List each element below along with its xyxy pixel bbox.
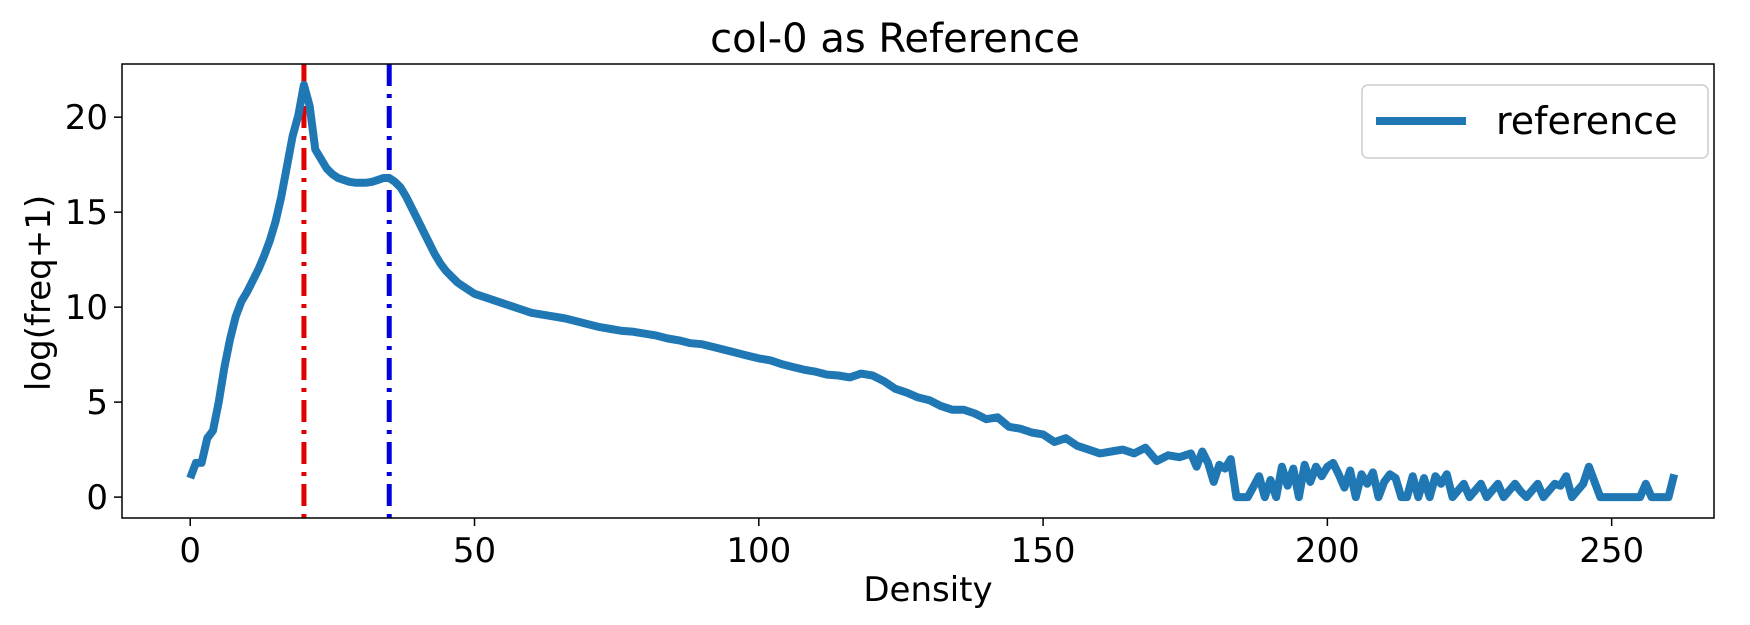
x-axis-label: Density — [863, 570, 992, 610]
x-tick-label: 100 — [726, 531, 791, 571]
y-tick-label: 20 — [65, 98, 108, 138]
y-tick-label: 0 — [86, 478, 108, 518]
x-tick-label: 50 — [453, 531, 496, 571]
y-tick-label: 10 — [65, 288, 108, 328]
x-tick-label: 200 — [1295, 531, 1360, 571]
x-tick-label: 0 — [179, 531, 201, 571]
x-axis-ticks: 0 50 100 150 200 250 — [179, 518, 1644, 571]
x-tick-label: 150 — [1011, 531, 1076, 571]
legend-box — [1361, 84, 1709, 159]
plot-frame — [121, 63, 1715, 519]
x-tick-label: 250 — [1579, 531, 1644, 571]
y-axis-ticks: 0 5 10 15 20 — [65, 98, 122, 518]
series-line-reference — [186, 80, 1679, 502]
chart-title: col-0 as Reference — [710, 16, 1080, 62]
y-tick-label: 5 — [86, 383, 108, 423]
legend-label-reference: reference — [1496, 99, 1677, 143]
legend[interactable]: reference — [1361, 84, 1709, 159]
series-group — [186, 80, 1679, 502]
reference-lines — [301, 64, 392, 518]
y-axis-label: log(freq+1) — [19, 195, 59, 391]
y-tick-label: 15 — [65, 193, 108, 233]
